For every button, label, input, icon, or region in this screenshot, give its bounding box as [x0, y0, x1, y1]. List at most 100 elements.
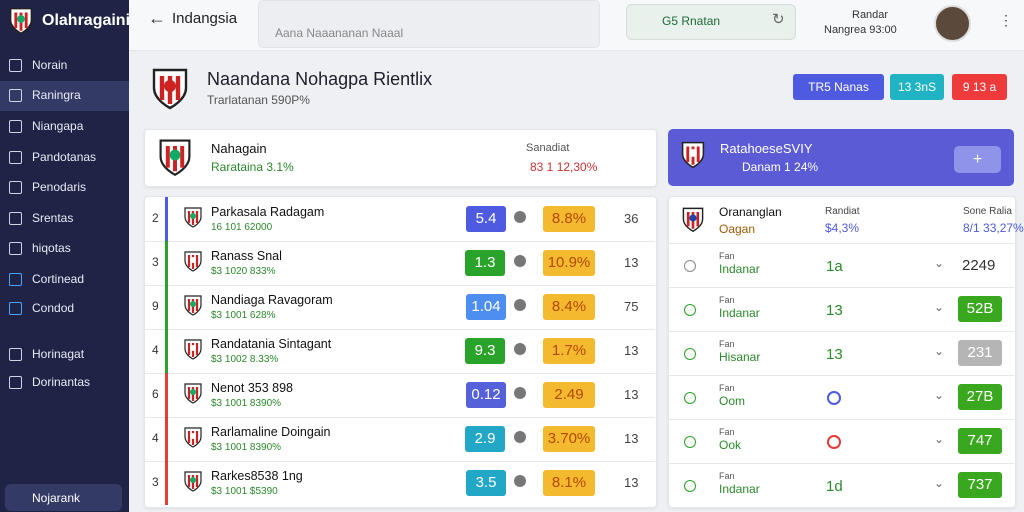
pill-text: G5 Rnatan	[662, 14, 721, 28]
team-name[interactable]: Rarlamaline Doingain	[211, 425, 331, 439]
chevron[interactable]: ⌄	[934, 256, 945, 270]
last: 13	[624, 343, 639, 358]
side-label: Fan	[719, 383, 735, 393]
logo	[183, 294, 203, 317]
row-icon	[514, 255, 526, 267]
row-divider	[669, 419, 1014, 420]
team-sub: $3 1020 833%	[211, 266, 276, 277]
highlight-stat: Danam 1 24%	[742, 160, 819, 174]
row-divider	[669, 331, 1014, 332]
score: 1.04	[466, 294, 506, 320]
row-icon	[684, 260, 696, 272]
row-icon	[684, 392, 696, 404]
nav-item[interactable]: Cortinead	[32, 272, 85, 286]
side-mid: 1a	[826, 258, 843, 275]
rank: 3	[152, 475, 159, 489]
side-label: Fan	[719, 471, 735, 481]
nav-item[interactable]: Dorinantas	[32, 375, 91, 389]
menu[interactable]: ⋮	[999, 12, 1013, 28]
team-name[interactable]: Randatania Sintagant	[211, 337, 332, 351]
logo	[183, 206, 203, 229]
header-title: Naandana Nohagpa Rientlix	[207, 69, 433, 89]
team-name[interactable]: Ranass Snal	[211, 249, 282, 263]
nav-icon	[9, 59, 22, 72]
chevron[interactable]: ⌄	[934, 432, 945, 446]
row-divider	[669, 463, 1014, 464]
side-name[interactable]: Indanar	[719, 306, 760, 320]
chevron[interactable]: ⌄	[934, 344, 945, 358]
nav-item[interactable]: Norain	[32, 58, 68, 72]
pill-refresh[interactable]: ↻	[772, 11, 785, 28]
row-divider	[145, 461, 655, 462]
side-label: Fan	[719, 339, 735, 349]
side-name[interactable]: Indanar	[719, 482, 760, 496]
last: 13	[624, 255, 639, 270]
highlight-btn[interactable]: +	[954, 146, 1001, 173]
side-value: 747	[958, 428, 1002, 454]
nav-item[interactable]: Raningra	[32, 88, 81, 102]
row-icon	[684, 480, 696, 492]
rank: 2	[152, 211, 159, 225]
highlight-name: RatahoeseSVIY	[720, 141, 813, 156]
header-button[interactable]: TR5 Nanas	[793, 74, 884, 100]
nav-item[interactable]: Niangapa	[32, 119, 84, 133]
pct: 8.4%	[543, 294, 595, 320]
logo	[8, 6, 34, 36]
summary-value: 83 1 12,30%	[530, 160, 598, 174]
score: 0.12	[466, 382, 506, 408]
nav-footer[interactable]: Nojarank	[32, 491, 81, 505]
chevron[interactable]: ⌄	[934, 476, 945, 490]
nav-footer-bg	[5, 484, 122, 511]
pill[interactable]	[626, 4, 796, 40]
score: 9.3	[465, 338, 505, 364]
nav-item[interactable]: Penodaris	[32, 180, 87, 194]
row-bar	[165, 197, 168, 241]
side-value: 737	[958, 472, 1002, 498]
row-divider	[669, 287, 1014, 288]
side-mid-icon	[827, 391, 841, 405]
pct: 3.70%	[543, 426, 595, 452]
side-name[interactable]: Ook	[719, 438, 742, 452]
summary-card	[144, 129, 657, 187]
side-name[interactable]: Indanar	[719, 262, 760, 276]
team-sub: $3 1002 8.33%	[211, 354, 279, 365]
pct: 8.8%	[543, 206, 595, 232]
nav-item[interactable]: Srentas	[32, 211, 74, 225]
team-name[interactable]: Rarkes8538 1ng	[211, 469, 303, 483]
side-name[interactable]: Hisanar	[719, 350, 761, 364]
logo	[183, 250, 203, 273]
last: 13	[624, 431, 639, 446]
summary-label: Sanadiat	[526, 142, 570, 154]
nav-icon	[9, 376, 22, 389]
search-box[interactable]	[258, 0, 600, 48]
side-name[interactable]: Oom	[719, 394, 746, 408]
header-button[interactable]: 13 3nS	[890, 74, 944, 100]
row-divider	[145, 417, 655, 418]
side-value: 27B	[958, 384, 1002, 410]
row-bar	[165, 417, 168, 461]
chevron[interactable]: ⌄	[934, 300, 945, 314]
chevron[interactable]: ⌄	[934, 388, 945, 402]
team-sub: $3 1001 $5390	[211, 486, 278, 497]
nav-item[interactable]: Horinagat	[32, 347, 85, 361]
nav-item[interactable]: Condod	[32, 301, 75, 315]
team-name[interactable]: Parkasala Radagam	[211, 205, 325, 219]
header-button[interactable]: 9 13 a	[952, 74, 1007, 100]
team-name[interactable]: Nandiaga Ravagoram	[211, 293, 333, 307]
logo	[183, 426, 203, 449]
avatar[interactable]	[934, 5, 971, 42]
row-icon	[514, 431, 526, 443]
side-mid: 1d	[826, 478, 843, 495]
side-head-col2-sub: 8/1 33,27%	[963, 221, 1024, 235]
team-name[interactable]: Nenot 353 898	[211, 381, 294, 395]
nav-item[interactable]: Pandotanas	[32, 150, 97, 164]
nav-item[interactable]: hiqotas	[32, 241, 71, 255]
nav-icon	[9, 89, 22, 102]
side-value: 2249	[962, 257, 996, 274]
back[interactable]: ←	[148, 8, 166, 28]
search-text: Aana Naaananan Naaal	[275, 26, 404, 40]
side-mid: 13	[826, 302, 843, 319]
last: 36	[624, 211, 639, 226]
logo	[150, 66, 190, 112]
rank: 4	[152, 431, 159, 445]
